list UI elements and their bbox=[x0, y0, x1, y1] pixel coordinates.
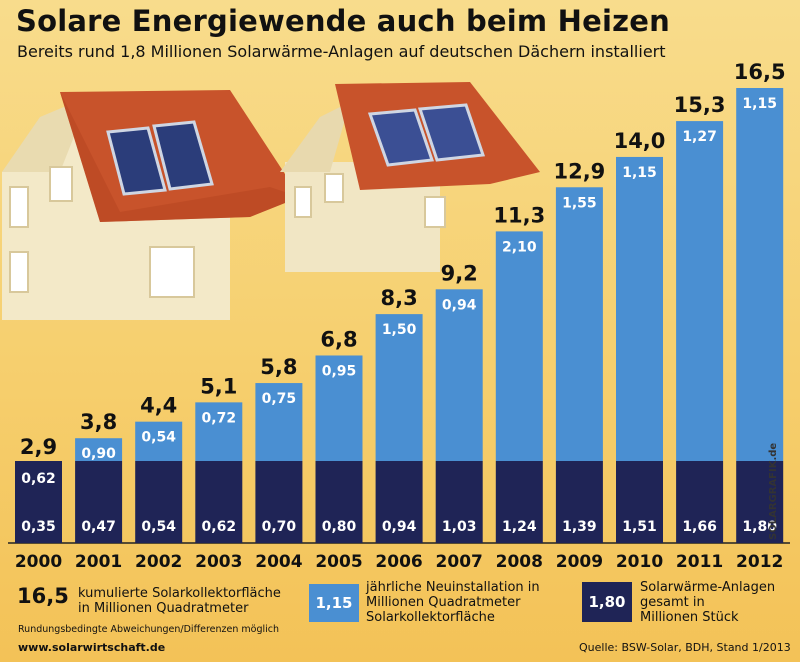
count-label-2004: 0,70 bbox=[262, 519, 297, 535]
new-install-label-2009: 1,55 bbox=[562, 195, 597, 211]
bar-dark-2005 bbox=[315, 461, 363, 543]
new-install-label-2012: 1,15 bbox=[742, 96, 777, 112]
total-label-2004: 5,8 bbox=[260, 355, 297, 379]
bar-dark-2001 bbox=[75, 461, 123, 543]
x-tick-2006: 2006 bbox=[375, 552, 422, 572]
new-install-label-2000: 0,62 bbox=[21, 471, 56, 487]
total-label-2011: 15,3 bbox=[674, 93, 726, 117]
x-tick-2005: 2005 bbox=[315, 552, 362, 572]
bar-light-2011 bbox=[676, 121, 724, 461]
bar-dark-2012 bbox=[736, 461, 784, 543]
houses-illustration bbox=[2, 82, 540, 320]
bar-light-2008 bbox=[495, 231, 543, 461]
bar-dark-2004 bbox=[255, 461, 303, 543]
total-label-2003: 5,1 bbox=[200, 374, 237, 398]
count-label-2008: 1,24 bbox=[502, 519, 537, 535]
legend-count-value: 1,80 bbox=[588, 593, 626, 611]
bar-light-2002 bbox=[135, 421, 183, 461]
count-label-2005: 0,80 bbox=[322, 519, 357, 535]
bar-light-2006 bbox=[375, 314, 423, 461]
page-title: Solare Energiewende auch beim Heizen bbox=[16, 4, 670, 38]
total-label-2008: 11,3 bbox=[493, 203, 545, 227]
count-label-2001: 0,47 bbox=[81, 519, 116, 535]
legend-new-text: jährliche Neuinstallation in Millionen Q… bbox=[366, 580, 540, 625]
bar-light-2007 bbox=[435, 289, 483, 461]
total-label-2002: 4,4 bbox=[140, 394, 177, 418]
bar-dark-2006 bbox=[375, 461, 423, 543]
bar-dark-2011 bbox=[676, 461, 724, 543]
solar-panel-left-1 bbox=[106, 126, 167, 196]
x-tick-2000: 2000 bbox=[15, 552, 62, 572]
bar-dark-2000 bbox=[15, 461, 62, 543]
x-tick-2001: 2001 bbox=[75, 552, 122, 572]
legend-count-swatch: 1,80 bbox=[582, 582, 632, 622]
solar-panel-right-2 bbox=[417, 103, 486, 162]
x-tick-2004: 2004 bbox=[255, 552, 302, 572]
watermark: SOLARGRAFIK.de bbox=[768, 442, 779, 540]
x-tick-2009: 2009 bbox=[556, 552, 603, 572]
bar-light-2004 bbox=[255, 383, 303, 461]
count-label-2011: 1,66 bbox=[682, 519, 717, 535]
new-install-label-2011: 1,27 bbox=[682, 129, 717, 145]
x-tick-2007: 2007 bbox=[436, 552, 483, 572]
bar-light-2009 bbox=[555, 187, 603, 462]
count-label-2009: 1,39 bbox=[562, 519, 597, 535]
total-label-2006: 8,3 bbox=[380, 286, 417, 310]
bar-light-2001 bbox=[75, 438, 123, 461]
rounding-note: Rundungsbedingte Abweichungen/Differenze… bbox=[18, 624, 280, 635]
legend-total-text: kumulierte Solarkollektorfläche in Milli… bbox=[78, 586, 281, 616]
bar-chart: 2,9 0,62 0,35 2000 3,8 0,90 0,47 2001 4,4 0,54 0,5… bbox=[8, 60, 790, 572]
legend-total-value: 16,5 bbox=[17, 584, 69, 608]
bar-light-2012 bbox=[736, 88, 784, 461]
legend-new-swatch: 1,15 bbox=[309, 584, 359, 622]
total-label-2009: 12,9 bbox=[553, 159, 605, 183]
solar-panel-left-2 bbox=[152, 120, 214, 191]
x-tick-2010: 2010 bbox=[616, 552, 663, 572]
bar-light-2005 bbox=[315, 355, 363, 461]
total-label-2007: 9,2 bbox=[441, 261, 478, 285]
count-label-2002: 0,54 bbox=[141, 519, 176, 535]
new-install-label-2006: 1,50 bbox=[382, 322, 417, 338]
bar-dark-2007 bbox=[435, 461, 483, 543]
bar-light-2010 bbox=[616, 156, 663, 461]
bar-dark-2002 bbox=[135, 461, 183, 543]
source-note: Quelle: BSW-Solar, BDH, Stand 1/2013 bbox=[579, 641, 791, 654]
bar-dark-2009 bbox=[555, 461, 603, 543]
solar-panel-right-1 bbox=[367, 108, 435, 167]
new-install-label-2007: 0,94 bbox=[442, 297, 477, 313]
x-tick-2003: 2003 bbox=[195, 552, 242, 572]
total-label-2000: 2,9 bbox=[20, 435, 57, 459]
total-label-2010: 14,0 bbox=[614, 129, 666, 153]
x-tick-2002: 2002 bbox=[135, 552, 182, 572]
bar-dark-2003 bbox=[195, 461, 243, 543]
x-tick-2008: 2008 bbox=[496, 552, 543, 572]
x-tick-2012: 2012 bbox=[736, 552, 783, 572]
new-install-label-2008: 2,10 bbox=[502, 239, 537, 255]
legend-new-value: 1,15 bbox=[315, 594, 353, 612]
new-install-label-2001: 0,90 bbox=[81, 446, 116, 462]
new-install-label-2004: 0,75 bbox=[262, 391, 297, 407]
bar-light-2003 bbox=[195, 402, 243, 461]
bar-dark-2010 bbox=[616, 461, 663, 543]
total-label-2012: 16,5 bbox=[734, 60, 786, 84]
legend-count-text: Solarwärme-Anlagen gesamt in Millionen S… bbox=[640, 580, 776, 625]
count-label-2000: 0,35 bbox=[21, 519, 56, 535]
count-label-2010: 1,51 bbox=[622, 519, 657, 535]
x-tick-2011: 2011 bbox=[676, 552, 723, 572]
new-install-label-2005: 0,95 bbox=[322, 363, 357, 379]
page-subtitle: Bereits rund 1,8 Millionen Solarwärme-An… bbox=[17, 42, 666, 61]
new-install-label-2002: 0,54 bbox=[141, 430, 176, 446]
count-label-2003: 0,62 bbox=[202, 519, 237, 535]
count-label-2012: 1,80 bbox=[742, 519, 777, 535]
count-label-2007: 1,03 bbox=[442, 519, 477, 535]
new-install-label-2003: 0,72 bbox=[202, 410, 237, 426]
total-label-2005: 6,8 bbox=[320, 327, 357, 351]
new-install-label-2010: 1,15 bbox=[622, 165, 657, 181]
bar-dark-2008 bbox=[495, 461, 543, 543]
count-label-2006: 0,94 bbox=[382, 519, 417, 535]
website-link[interactable]: www.solarwirtschaft.de bbox=[18, 641, 166, 654]
total-label-2001: 3,8 bbox=[80, 410, 117, 434]
